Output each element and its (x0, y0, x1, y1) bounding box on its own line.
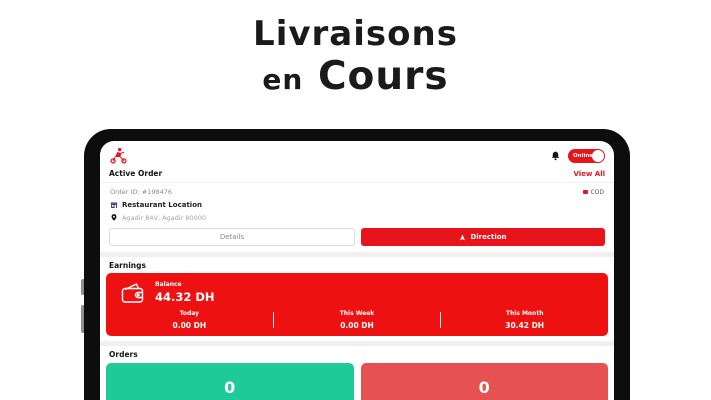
balance-block: Balance 44.32 DH (155, 281, 215, 304)
restaurant-address: Agadir 84V, Agadir 80000 (122, 213, 206, 222)
page-title-line2: en Cours (0, 54, 711, 100)
map-pin-icon (111, 214, 117, 221)
navigation-icon (460, 233, 466, 240)
store-icon (110, 202, 118, 208)
payment-tag-label: COD (590, 188, 604, 196)
order-id-row: Order ID: #198476 COD (109, 186, 605, 199)
balance-row: Balance 44.32 DH (106, 279, 608, 308)
delivery-rider-logo-icon (109, 147, 128, 164)
online-status-toggle[interactable]: Online (568, 148, 605, 163)
toggle-knob (592, 149, 604, 162)
page-title-line2-small: en (262, 63, 304, 97)
earnings-title: Earnings (109, 261, 146, 270)
page-title-line2-large: Cours (317, 54, 449, 100)
section-divider (100, 341, 614, 346)
tablet-volume-button (81, 279, 84, 295)
orders-card-red[interactable]: 0 (360, 363, 608, 400)
stat-separator (440, 312, 442, 328)
orders-title: Orders (109, 350, 138, 359)
stat-this-month: This Month 30.42 DH (441, 310, 608, 330)
notification-bell-icon[interactable] (550, 150, 561, 162)
payment-tag: COD (583, 189, 604, 196)
order-actions: Details Direction (109, 224, 605, 252)
stat-this-week: This Week 0.00 DH (274, 310, 441, 330)
appbar-actions: Online (550, 148, 605, 163)
restaurant-row: Restaurant Location (109, 199, 605, 211)
wallet-icon (120, 281, 146, 304)
earnings-stats: Today 0.00 DH This Week 0.00 DH This Mon… (106, 308, 608, 330)
active-order-header: Active Order View All (100, 168, 614, 182)
page-title: Livraisons en Cours (0, 14, 711, 100)
stat-today-label: Today (179, 310, 200, 317)
earnings-card: Balance 44.32 DH Today 0.00 DH This Week… (106, 273, 608, 336)
app-bar: Online (100, 141, 614, 168)
balance-label: Balance (155, 281, 182, 288)
order-id-label: Order ID: (110, 188, 140, 196)
stat-this-week-label: This Week (339, 310, 375, 317)
stat-this-week-value: 0.00 DH (340, 321, 374, 330)
stat-this-month-label: This Month (505, 310, 544, 317)
active-order-card: Order ID: #198476 COD Resta (100, 182, 614, 252)
online-status-toggle-label: Online (573, 152, 594, 159)
tablet-frame: Online Active Order View All Order ID: #… (81, 129, 630, 400)
orders-card-green[interactable]: 0 (106, 363, 354, 400)
view-all-link[interactable]: View All (573, 169, 605, 178)
direction-button[interactable]: Direction (361, 228, 605, 246)
order-id-value: #198476 (141, 188, 172, 196)
cash-icon (583, 190, 589, 194)
orders-cards: 0 0 (100, 362, 614, 400)
tablet-volume-button (81, 305, 84, 333)
section-divider (100, 252, 614, 257)
address-row: Agadir 84V, Agadir 80000 (109, 211, 605, 224)
stat-this-month-value: 30.42 DH (505, 321, 545, 330)
stat-today-value: 0.00 DH (172, 321, 207, 330)
stat-separator (272, 312, 274, 328)
stat-today: Today 0.00 DH (106, 310, 273, 330)
app-screen: Online Active Order View All Order ID: #… (100, 141, 614, 400)
balance-value: 44.32 DH (155, 290, 215, 304)
restaurant-label: Restaurant Location (122, 201, 202, 209)
order-id: Order ID: #198476 (110, 188, 172, 196)
active-order-title: Active Order (109, 169, 163, 178)
details-button[interactable]: Details (109, 228, 355, 246)
page-title-line1: Livraisons (253, 14, 458, 54)
direction-button-label: Direction (470, 233, 507, 241)
